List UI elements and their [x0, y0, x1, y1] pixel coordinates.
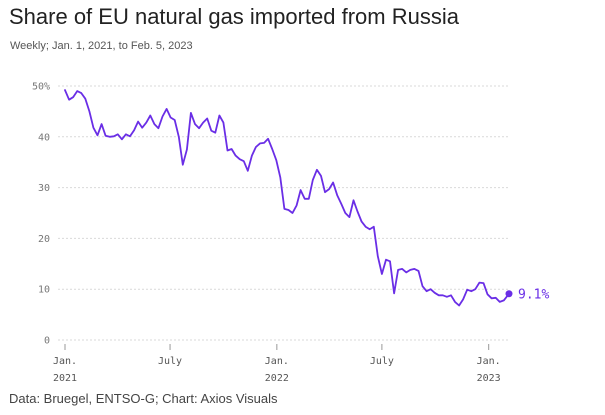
y-tick-label: 30	[38, 183, 50, 194]
x-tick-year-label: 2022	[265, 373, 289, 384]
y-tick-label: 10	[38, 285, 50, 296]
y-axis: 0 10 20 30 40 50%	[32, 82, 50, 347]
y-tick-label: 0	[44, 336, 50, 347]
y-tick-label: 40	[38, 132, 50, 143]
source-note: Data: Bruegel, ENTSO-G; Chart: Axios Vis…	[9, 391, 278, 406]
y-tick-label: 50%	[32, 82, 50, 93]
end-point-marker	[505, 290, 513, 298]
end-value-label: 9.1%	[518, 287, 549, 302]
gridlines	[58, 85, 510, 341]
x-tick-year-label: 2023	[477, 373, 501, 384]
chart-title: Share of EU natural gas imported from Ru…	[9, 4, 459, 29]
x-tick-label: July	[158, 356, 182, 367]
chart-subtitle: Weekly; Jan. 1, 2021, to Feb. 5, 2023	[10, 40, 193, 52]
series-layer: 9.1%	[64, 89, 549, 307]
x-tick-label: July	[370, 356, 394, 367]
x-tick-label: Jan.	[53, 356, 77, 367]
x-tick-label: Jan.	[477, 356, 501, 367]
x-axis: Jan. 2021 July Jan. 2022 July Jan. 2023	[53, 344, 501, 384]
y-tick-label: 20	[38, 234, 50, 245]
x-tick-label: Jan.	[265, 356, 289, 367]
x-tick-year-label: 2021	[53, 373, 77, 384]
series-line	[64, 89, 510, 307]
